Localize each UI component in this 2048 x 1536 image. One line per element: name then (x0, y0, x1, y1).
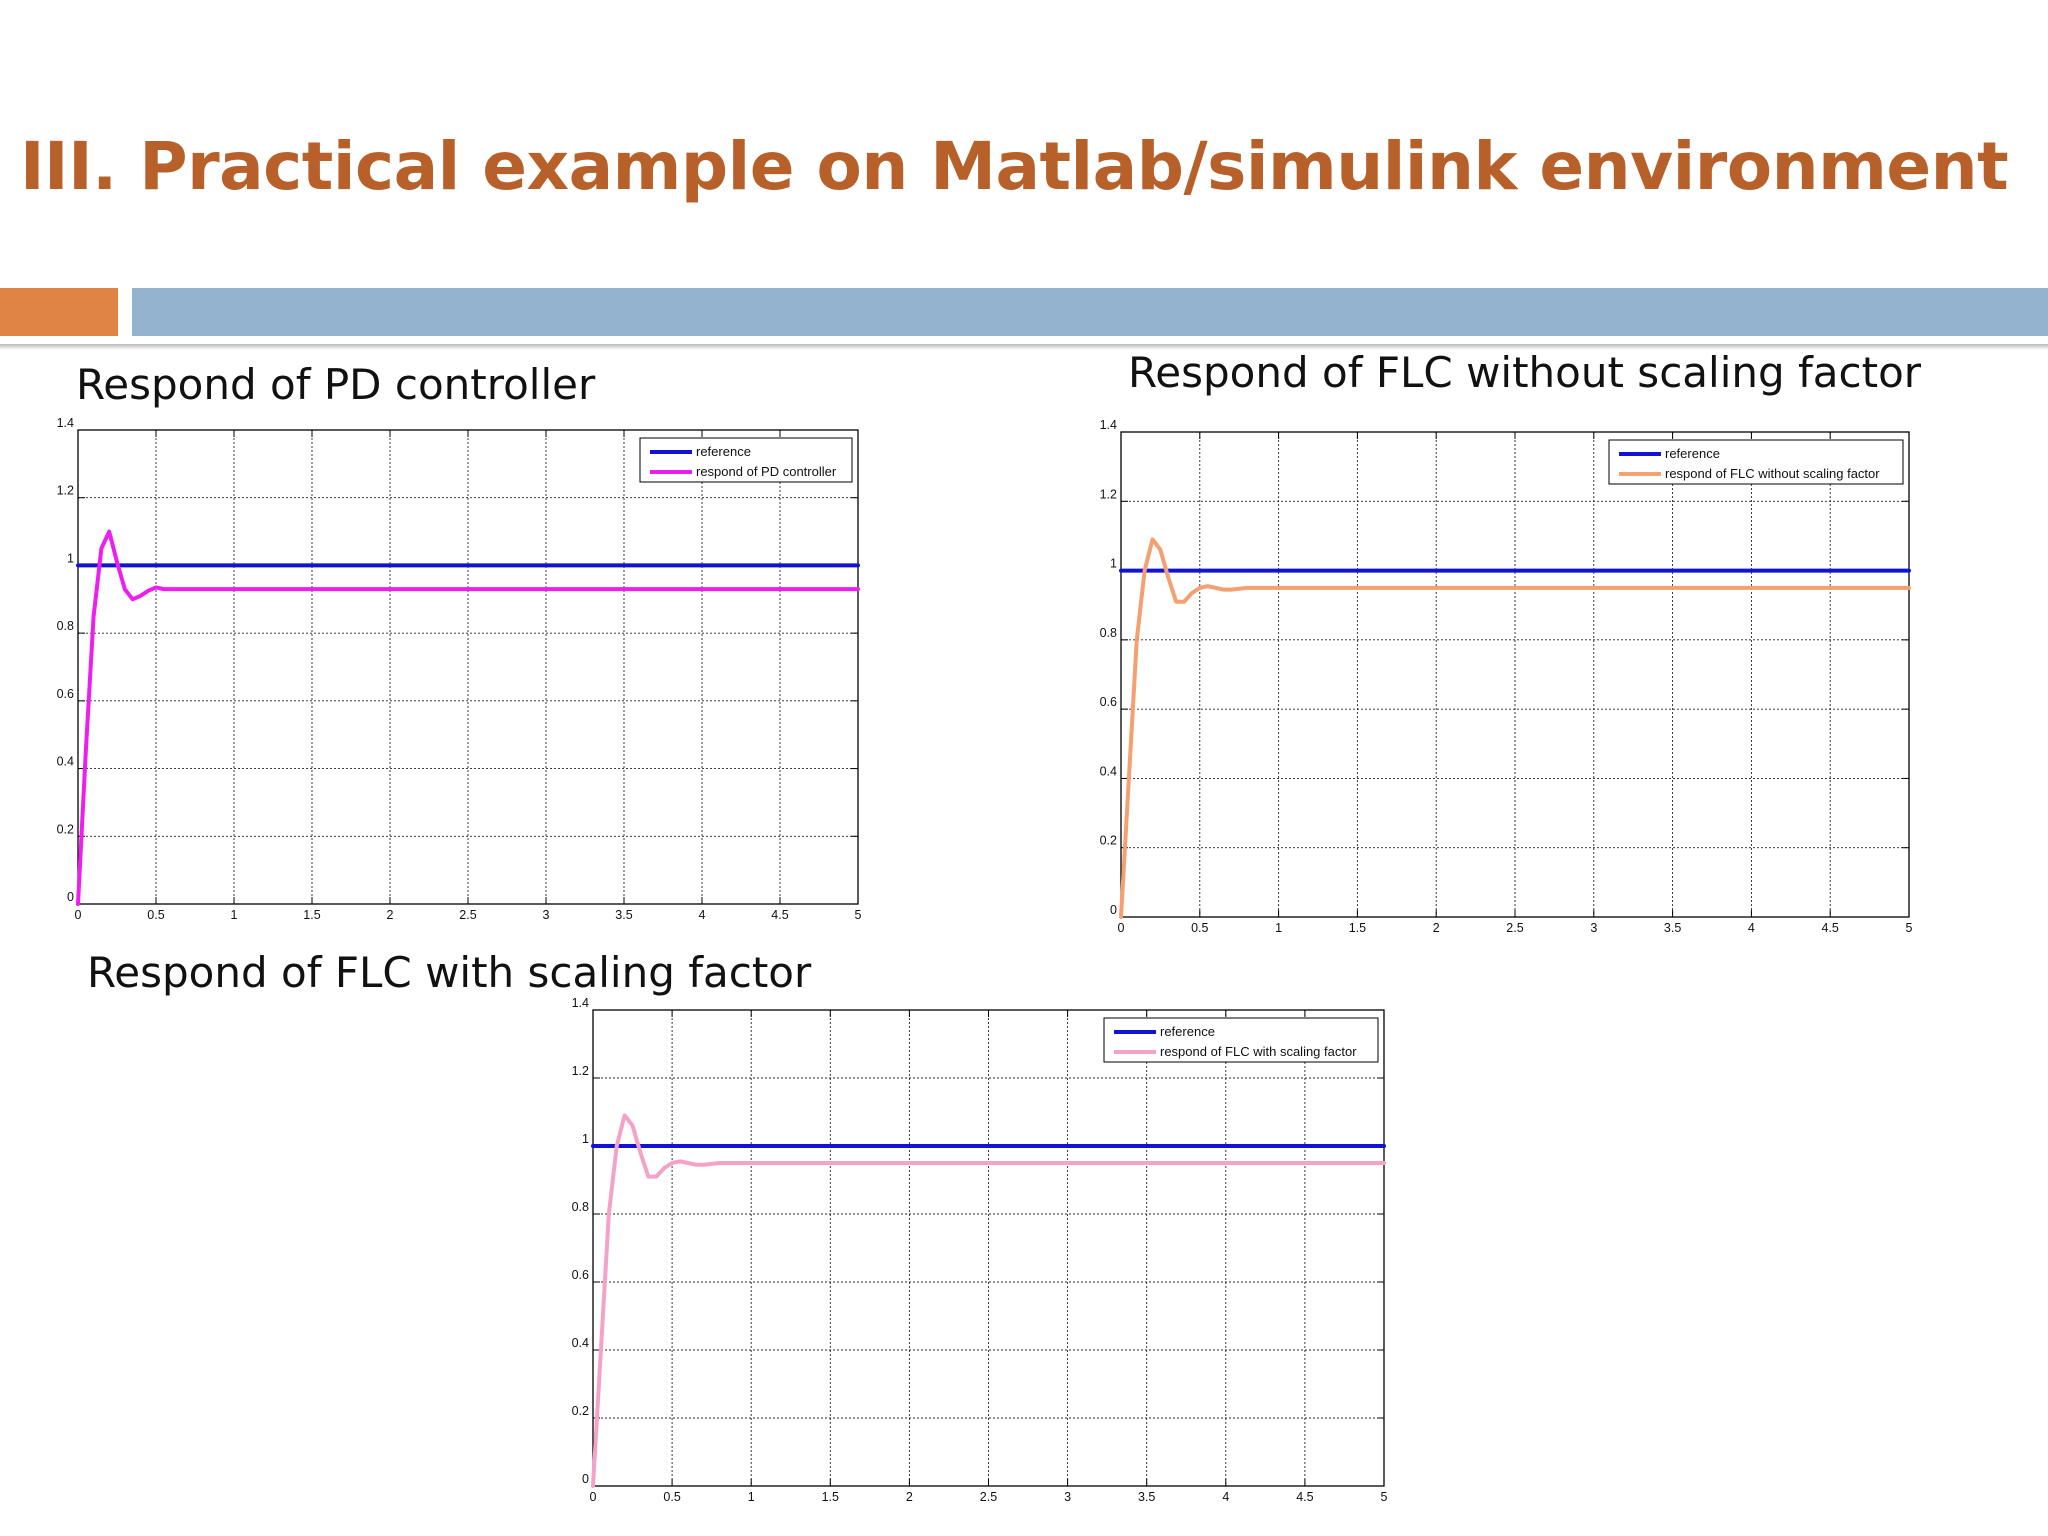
y-tick-label: 0.2 (1100, 834, 1117, 848)
x-tick-label: 5 (855, 908, 862, 922)
y-tick-label: 0.6 (572, 1268, 589, 1282)
x-tick-label: 3.5 (1664, 921, 1681, 935)
x-tick-label: 1.5 (303, 908, 320, 922)
x-tick-label: 5 (1906, 921, 1913, 935)
x-tick-label: 2.5 (459, 908, 476, 922)
x-tick-label: 4.5 (1296, 1490, 1313, 1504)
decorative-bar-shadow (0, 344, 2048, 350)
y-tick-label: 0.8 (1100, 626, 1117, 640)
y-tick-label: 0.4 (1100, 764, 1117, 778)
series-response-line (76, 529, 860, 906)
legend-box (639, 437, 853, 483)
x-tick-label: 2 (906, 1490, 913, 1504)
y-tick-label: 1.2 (1100, 487, 1117, 501)
legend-label: reference (696, 444, 751, 459)
y-tick-label: 0.8 (57, 619, 74, 633)
x-tick-label: 3.5 (615, 908, 632, 922)
x-tick-label: 1 (231, 908, 238, 922)
x-tick-label: 4 (1748, 921, 1755, 935)
x-tick-label: 2 (1433, 921, 1440, 935)
x-tick-label: 1 (1275, 921, 1282, 935)
y-tick-label: 1.4 (572, 996, 589, 1010)
x-tick-label: 3 (1064, 1490, 1071, 1504)
x-tick-label: 1 (748, 1490, 755, 1504)
series-response-line (1119, 537, 1911, 919)
x-tick-label: 1.5 (822, 1490, 839, 1504)
x-tick-label: 1.5 (1349, 921, 1366, 935)
y-tick-label: 0 (67, 890, 74, 904)
plot-frame (77, 429, 859, 905)
x-tick-label: 4 (699, 908, 706, 922)
legend-label: respond of FLC without scaling factor (1665, 466, 1880, 481)
legend-box (1103, 1017, 1379, 1063)
x-tick-label: 0 (75, 908, 82, 922)
y-tick-label: 1 (582, 1132, 589, 1146)
legend-label: respond of FLC with scaling factor (1160, 1044, 1357, 1059)
x-tick-label: 2.5 (980, 1490, 997, 1504)
y-tick-label: 0 (1110, 903, 1117, 917)
legend-label: reference (1160, 1024, 1215, 1039)
x-tick-label: 0.5 (147, 908, 164, 922)
y-tick-label: 1.2 (572, 1064, 589, 1078)
x-tick-label: 5 (1381, 1490, 1388, 1504)
x-tick-label: 3 (1590, 921, 1597, 935)
x-tick-label: 2.5 (1506, 921, 1523, 935)
plot-frame (592, 1009, 1385, 1487)
y-tick-label: 0.2 (572, 1404, 589, 1418)
chart-heading-flc-without-scaling: Respond of FLC without scaling factor (1128, 348, 1922, 397)
y-tick-label: 0.4 (572, 1336, 589, 1350)
series-response-line (591, 1113, 1386, 1488)
x-tick-label: 4.5 (1822, 921, 1839, 935)
y-tick-label: 1.2 (57, 484, 74, 498)
y-tick-label: 0.2 (57, 822, 74, 836)
x-tick-label: 0 (1118, 921, 1125, 935)
y-tick-label: 1.4 (1100, 418, 1117, 432)
decorative-bar-orange (0, 288, 118, 336)
legend-box (1608, 439, 1904, 485)
x-tick-label: 2 (387, 908, 394, 922)
y-tick-label: 0 (582, 1472, 589, 1486)
legend-label: respond of PD controller (696, 464, 837, 479)
chart-heading-pd: Respond of PD controller (76, 360, 596, 409)
slide-title: III. Practical example on Matlab/simulin… (20, 128, 2009, 205)
y-tick-label: 1 (67, 551, 74, 565)
y-tick-label: 1 (1110, 557, 1117, 571)
x-tick-label: 3 (543, 908, 550, 922)
y-tick-label: 1.4 (57, 416, 74, 430)
x-tick-label: 0.5 (663, 1490, 680, 1504)
x-tick-label: 4 (1222, 1490, 1229, 1504)
y-tick-label: 0.6 (1100, 695, 1117, 709)
y-tick-label: 0.4 (57, 755, 74, 769)
x-tick-label: 4.5 (771, 908, 788, 922)
decorative-bar-blue (132, 288, 2048, 336)
x-tick-label: 3.5 (1138, 1490, 1155, 1504)
chart-heading-flc-with-scaling: Respond of FLC with scaling factor (87, 948, 812, 997)
x-tick-label: 0 (590, 1490, 597, 1504)
plot-frame (1120, 431, 1910, 918)
legend-label: reference (1665, 446, 1720, 461)
x-tick-label: 0.5 (1191, 921, 1208, 935)
y-tick-label: 0.6 (57, 687, 74, 701)
y-tick-label: 0.8 (572, 1200, 589, 1214)
